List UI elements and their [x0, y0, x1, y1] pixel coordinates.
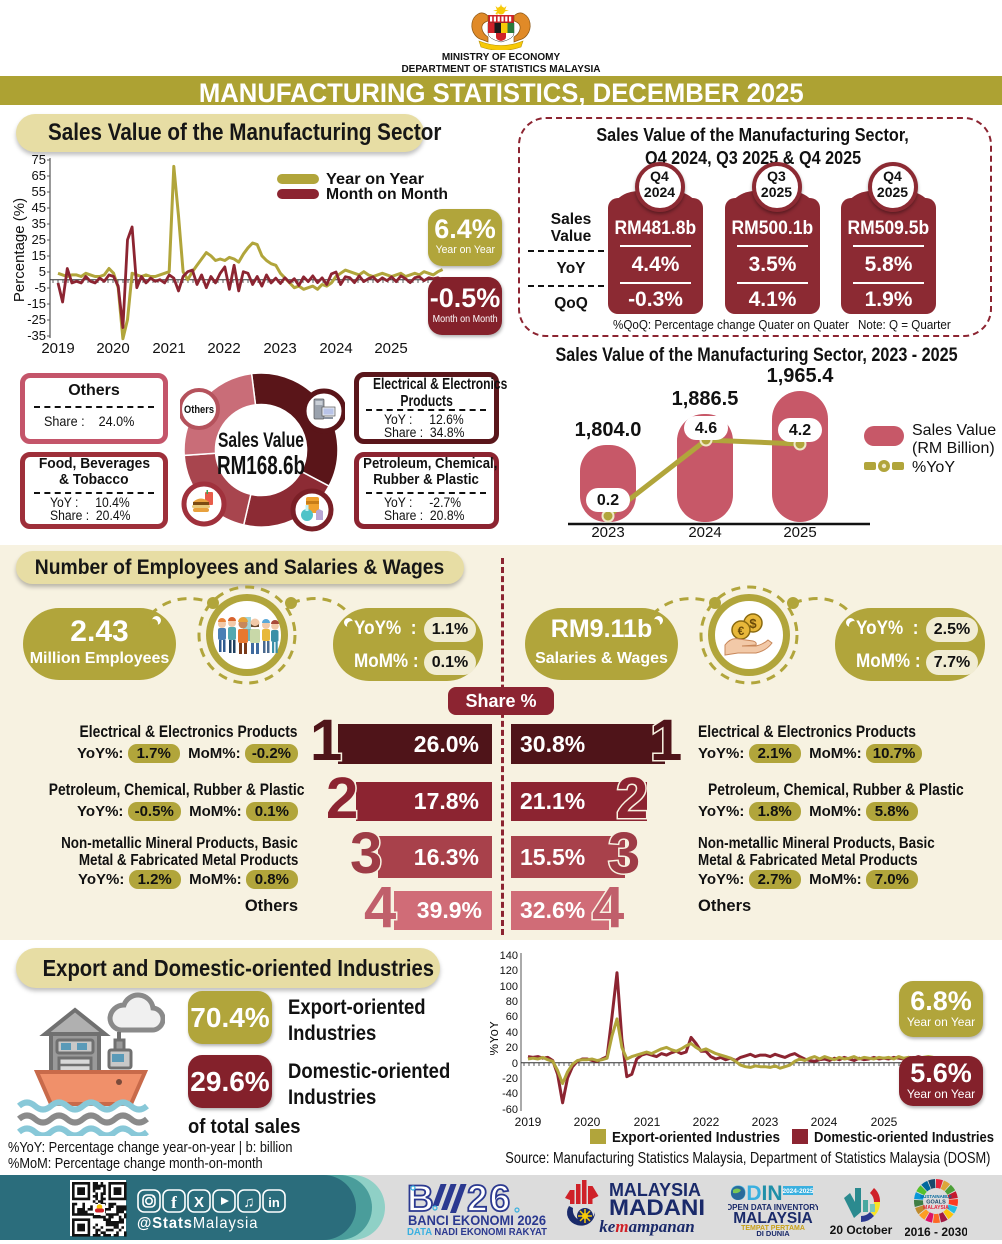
svg-text:MALAYSIA: MALAYSIA [923, 1205, 949, 1211]
svg-text:20: 20 [506, 1042, 518, 1054]
svg-text:0: 0 [512, 1058, 518, 1070]
svg-text:DATA NADI EKONOMI RAKYAT: DATA NADI EKONOMI RAKYAT [407, 1227, 547, 1236]
svg-text:1,804.0: 1,804.0 [575, 419, 642, 441]
svg-text:60: 60 [506, 1011, 518, 1023]
svg-text:kemampanan: kemampanan [599, 1217, 694, 1236]
svg-text:0.2: 0.2 [597, 492, 619, 509]
svg-text:1,965.4: 1,965.4 [767, 365, 835, 387]
svg-text:Sales Value: Sales Value [912, 422, 996, 439]
svg-text:2019: 2019 [515, 1115, 542, 1129]
svg-text:4.6: 4.6 [695, 420, 717, 437]
svg-text:26: 26 [467, 1180, 512, 1219]
svg-text:1,886.5: 1,886.5 [672, 388, 739, 410]
svg-text:-60: -60 [502, 1104, 518, 1116]
svg-text:TEMPAT PERTAMA: TEMPAT PERTAMA [741, 1225, 805, 1232]
svg-text:%YoY: %YoY [912, 459, 955, 476]
svg-text:2022: 2022 [693, 1115, 720, 1129]
svg-text:2025: 2025 [374, 340, 407, 357]
svg-text:2021: 2021 [152, 340, 185, 357]
svg-text:15: 15 [32, 248, 46, 263]
svg-text:RM168.6b: RM168.6b [217, 450, 305, 480]
svg-text:-20: -20 [502, 1073, 518, 1085]
svg-text:2023: 2023 [752, 1115, 779, 1129]
svg-text:f: f [171, 1193, 177, 1212]
svg-text:MALAYSIA: MALAYSIA [609, 1180, 701, 1200]
svg-text:Domestic-oriented Industries: Domestic-oriented Industries [814, 1129, 994, 1146]
svg-text:2023: 2023 [591, 524, 624, 540]
svg-text:5: 5 [39, 264, 46, 279]
svg-text:55: 55 [32, 184, 46, 199]
svg-text:OPEN DATA INVENTORY: OPEN DATA INVENTORY [728, 1203, 818, 1212]
svg-text:SUSTAINABLE: SUSTAINABLE [920, 1194, 952, 1199]
svg-text:2019: 2019 [41, 340, 74, 357]
svg-text:X: X [194, 1194, 204, 1211]
svg-text:Export-oriented Industries: Export-oriented Industries [612, 1129, 780, 1146]
svg-text:2024: 2024 [688, 524, 721, 540]
svg-text:Month on Month: Month on Month [326, 186, 448, 203]
svg-text:20 October: 20 October [830, 1223, 893, 1237]
svg-text:-5: -5 [34, 280, 46, 295]
svg-text:-15: -15 [27, 296, 46, 311]
svg-text:140: 140 [500, 950, 518, 962]
svg-text:€: € [738, 624, 745, 638]
svg-text:(RM Billion): (RM Billion) [912, 440, 995, 457]
svg-text:35: 35 [32, 216, 46, 231]
svg-text:80: 80 [506, 996, 518, 1008]
svg-text:MALAYSIA: MALAYSIA [733, 1210, 813, 1227]
svg-text:2024: 2024 [811, 1115, 838, 1129]
svg-text:-35: -35 [27, 328, 46, 343]
svg-text:25: 25 [32, 232, 46, 247]
svg-text:$: $ [749, 616, 757, 631]
svg-text:2022: 2022 [207, 340, 240, 357]
svg-text:75: 75 [32, 152, 46, 167]
svg-text:MADANI: MADANI [609, 1195, 705, 1220]
svg-text:120: 120 [500, 965, 518, 977]
svg-text:2023: 2023 [263, 340, 296, 357]
svg-text:in: in [268, 1195, 280, 1210]
svg-text:-25: -25 [27, 312, 46, 327]
svg-text:100: 100 [500, 981, 518, 993]
svg-text:2024: 2024 [319, 340, 352, 357]
svg-text:Others: Others [184, 404, 214, 416]
svg-text:Year on Year: Year on Year [326, 171, 424, 188]
svg-text:2020: 2020 [574, 1115, 601, 1129]
svg-text:♫: ♫ [243, 1194, 254, 1211]
svg-text:2020: 2020 [96, 340, 129, 357]
svg-text:DI DUNIA: DI DUNIA [756, 1229, 790, 1236]
svg-text:2024-2025: 2024-2025 [782, 1188, 813, 1195]
svg-text:45: 45 [32, 200, 46, 215]
svg-text:Sales Value: Sales Value [218, 429, 304, 452]
svg-text:4.2: 4.2 [789, 422, 811, 439]
svg-text:Percentage (%): Percentage (%) [11, 198, 28, 302]
svg-text:%YoY: %YoY [490, 1020, 501, 1055]
svg-text:2025: 2025 [871, 1115, 898, 1129]
svg-text:2021: 2021 [634, 1115, 661, 1129]
svg-text:65: 65 [32, 168, 46, 183]
svg-text:40: 40 [506, 1027, 518, 1039]
svg-text:GOALS: GOALS [926, 1200, 946, 1206]
svg-text:-40: -40 [502, 1088, 518, 1100]
svg-text:2016 - 2030: 2016 - 2030 [905, 1225, 967, 1239]
svg-text:B: B [407, 1180, 434, 1219]
svg-text:BANCI EKONOMI 2026: BANCI EKONOMI 2026 [408, 1213, 546, 1228]
svg-text:2025: 2025 [783, 524, 816, 540]
